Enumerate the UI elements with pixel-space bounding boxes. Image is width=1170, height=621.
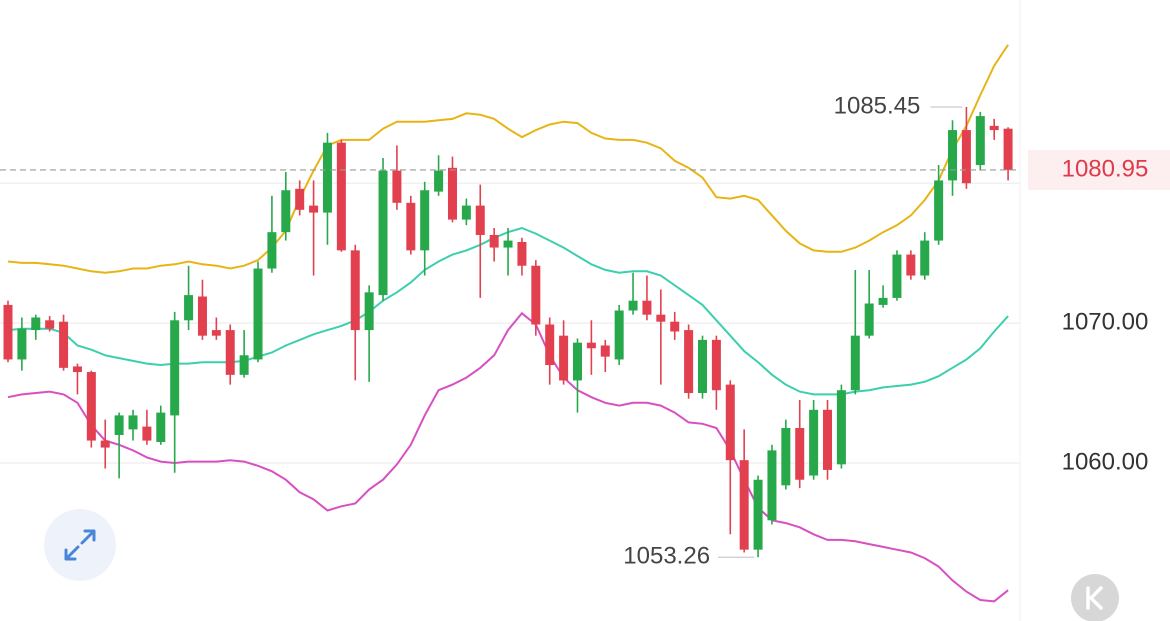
candle-body [753,479,763,550]
candle-body [336,142,346,251]
candle-body [961,130,971,184]
labels: 1060.001070.001080.001080.951085.451053.… [0,92,1170,570]
candle-body [253,268,263,360]
candle-body [989,125,999,131]
candle-body [267,232,277,269]
min-label: 1053.26 [623,543,710,570]
candle-body [656,314,666,322]
candle-body [628,300,638,311]
candle-body [489,234,499,248]
candle-body [31,317,41,331]
candle-body [892,254,902,298]
candle-body [447,167,457,220]
candle-body [100,440,110,448]
candle-body [739,460,749,550]
candle-body [434,170,444,192]
candle-body [572,342,582,381]
candle-body [225,330,235,375]
candle-body [850,335,860,391]
candle-body [322,142,332,213]
candle-body [3,304,13,360]
candle-body [809,409,819,476]
collapse-button[interactable] [1071,574,1119,621]
candle-body [309,205,319,213]
candle-body [59,321,69,368]
candle-body [614,310,624,360]
candle-body [545,324,555,366]
candle-body [128,415,138,430]
y-tick-label: 1070.00 [1062,308,1149,335]
candle-body [920,240,930,276]
candle-body [864,303,874,336]
candle-body [364,292,374,331]
candle-body [184,295,194,321]
candle-body [600,345,610,357]
candle-body [725,384,735,461]
candle-body [684,330,694,394]
candle-body [350,250,360,331]
candle-body [475,205,485,235]
candle-body [114,415,124,435]
candle-body [503,240,513,248]
candle-body [45,320,55,329]
candle-body [642,300,652,315]
candle-body [670,321,680,332]
candle-body [420,190,430,251]
collapse-button-bg[interactable] [1071,574,1119,621]
last-price-label: 1080.95 [1062,155,1149,182]
candle-body [836,390,846,465]
expand-icon[interactable] [64,529,96,561]
candle-body [531,265,541,325]
candle-body [698,339,707,394]
candle-body [239,355,249,375]
last-price-bg [1028,149,1170,190]
candle-body [559,335,569,381]
expand-button-bg[interactable] [44,509,116,581]
candle-body [586,342,596,349]
candle-body [948,130,958,181]
candle-body [378,170,388,296]
candle-body [517,241,527,266]
max-label: 1085.45 [834,92,921,119]
candle-body [142,426,152,441]
candle-body [823,409,833,470]
expand-button[interactable] [44,509,116,581]
candle-body [17,328,27,360]
candle-body [461,205,471,220]
candle-body [906,254,916,276]
candle-body [878,297,888,305]
candle-body [281,190,291,233]
band-line [7,44,1009,274]
candle-body [86,372,96,441]
candles [3,106,1013,558]
candle-body [711,339,721,391]
candle-body [392,170,402,203]
candle-body [170,320,180,416]
candle-body [295,188,305,210]
candle-body [767,450,777,521]
candle-body [934,180,944,241]
collapse-icon[interactable] [1086,586,1103,610]
candle-body [406,202,416,251]
candle-body [781,427,791,486]
candle-body [975,116,985,166]
candle-body [795,427,805,480]
candle-body [72,366,82,373]
candle-body [156,412,166,442]
candle-body [197,296,207,336]
y-tick-label: 1060.00 [1062,448,1149,475]
candle-body [1003,128,1013,170]
candle-body [211,330,221,336]
